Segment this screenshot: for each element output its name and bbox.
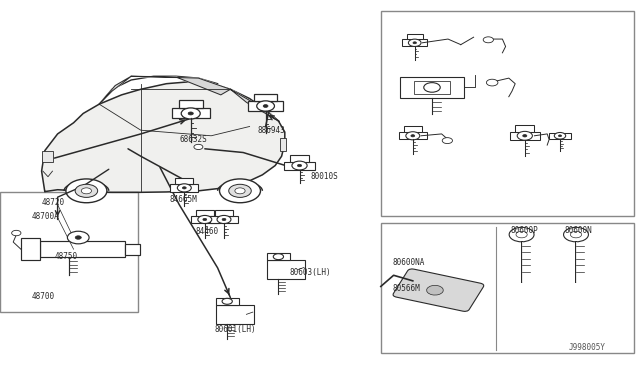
Circle shape: [273, 254, 284, 260]
Circle shape: [75, 184, 98, 198]
Bar: [42, 151, 53, 162]
Circle shape: [427, 285, 444, 295]
Text: 48720: 48720: [42, 198, 65, 207]
Text: 48750: 48750: [54, 251, 77, 260]
Bar: [381, 223, 634, 353]
Circle shape: [12, 230, 21, 236]
Bar: [290, 155, 309, 161]
Bar: [216, 305, 254, 324]
Text: 84665M: 84665M: [170, 195, 197, 203]
Circle shape: [67, 231, 89, 244]
Bar: [21, 238, 40, 260]
Bar: [40, 241, 125, 257]
Circle shape: [298, 164, 301, 167]
Bar: [196, 210, 214, 216]
Circle shape: [217, 215, 231, 224]
Circle shape: [228, 184, 252, 198]
Bar: [248, 101, 284, 111]
Circle shape: [559, 135, 561, 137]
Bar: [215, 210, 233, 216]
Text: 886943: 886943: [258, 126, 285, 135]
Bar: [548, 133, 572, 139]
Bar: [404, 126, 422, 132]
Bar: [402, 39, 428, 46]
Circle shape: [442, 138, 452, 144]
Circle shape: [564, 227, 588, 242]
Text: 84460: 84460: [195, 227, 218, 235]
Circle shape: [554, 132, 566, 139]
Text: 80603(LH): 80603(LH): [290, 267, 332, 276]
Circle shape: [263, 105, 268, 108]
Circle shape: [182, 187, 186, 189]
Bar: [170, 184, 198, 192]
Bar: [267, 260, 305, 279]
Bar: [267, 253, 290, 260]
Text: 48700A: 48700A: [31, 212, 59, 221]
Bar: [399, 132, 427, 140]
Text: 80600P: 80600P: [510, 225, 538, 234]
Circle shape: [483, 37, 493, 43]
Circle shape: [194, 144, 203, 150]
Text: 80601(LH): 80601(LH): [214, 325, 256, 334]
Bar: [0, 192, 138, 312]
Circle shape: [220, 179, 260, 203]
Bar: [175, 178, 193, 184]
Circle shape: [406, 132, 420, 140]
Bar: [191, 216, 219, 223]
Circle shape: [257, 101, 275, 111]
Text: 48700: 48700: [32, 292, 55, 301]
Circle shape: [81, 188, 92, 194]
Circle shape: [177, 184, 191, 192]
Polygon shape: [131, 76, 230, 95]
Circle shape: [424, 83, 440, 92]
Text: J998005Y: J998005Y: [568, 343, 605, 352]
Circle shape: [181, 108, 200, 119]
Bar: [413, 81, 451, 94]
Bar: [509, 132, 540, 140]
Text: 80600N: 80600N: [564, 225, 592, 234]
Circle shape: [66, 179, 107, 203]
Circle shape: [222, 298, 232, 304]
Circle shape: [292, 161, 307, 170]
Bar: [400, 77, 464, 98]
Circle shape: [203, 218, 207, 221]
Text: 80010S: 80010S: [310, 171, 338, 180]
Bar: [284, 161, 315, 170]
Circle shape: [411, 135, 415, 137]
Circle shape: [75, 236, 81, 239]
Bar: [381, 11, 634, 216]
Circle shape: [188, 112, 193, 115]
Polygon shape: [230, 89, 275, 119]
Bar: [515, 125, 534, 132]
Circle shape: [509, 227, 534, 242]
Text: 80600NA: 80600NA: [393, 258, 426, 267]
Circle shape: [408, 39, 421, 46]
Polygon shape: [99, 76, 131, 104]
Bar: [406, 34, 423, 39]
Circle shape: [517, 131, 532, 140]
Bar: [125, 244, 140, 255]
Circle shape: [222, 218, 226, 221]
Text: 80566M: 80566M: [393, 284, 420, 293]
Circle shape: [570, 231, 582, 238]
Circle shape: [235, 188, 245, 194]
Bar: [210, 216, 238, 223]
Bar: [216, 298, 239, 305]
Text: 68632S: 68632S: [180, 135, 207, 144]
Bar: [280, 138, 286, 151]
Circle shape: [523, 135, 527, 137]
Circle shape: [516, 231, 527, 238]
Bar: [179, 100, 203, 109]
Bar: [254, 94, 277, 101]
Bar: [172, 109, 210, 118]
Circle shape: [486, 79, 498, 86]
Circle shape: [413, 42, 417, 44]
Circle shape: [198, 215, 212, 224]
Polygon shape: [42, 82, 285, 192]
FancyBboxPatch shape: [393, 269, 484, 311]
